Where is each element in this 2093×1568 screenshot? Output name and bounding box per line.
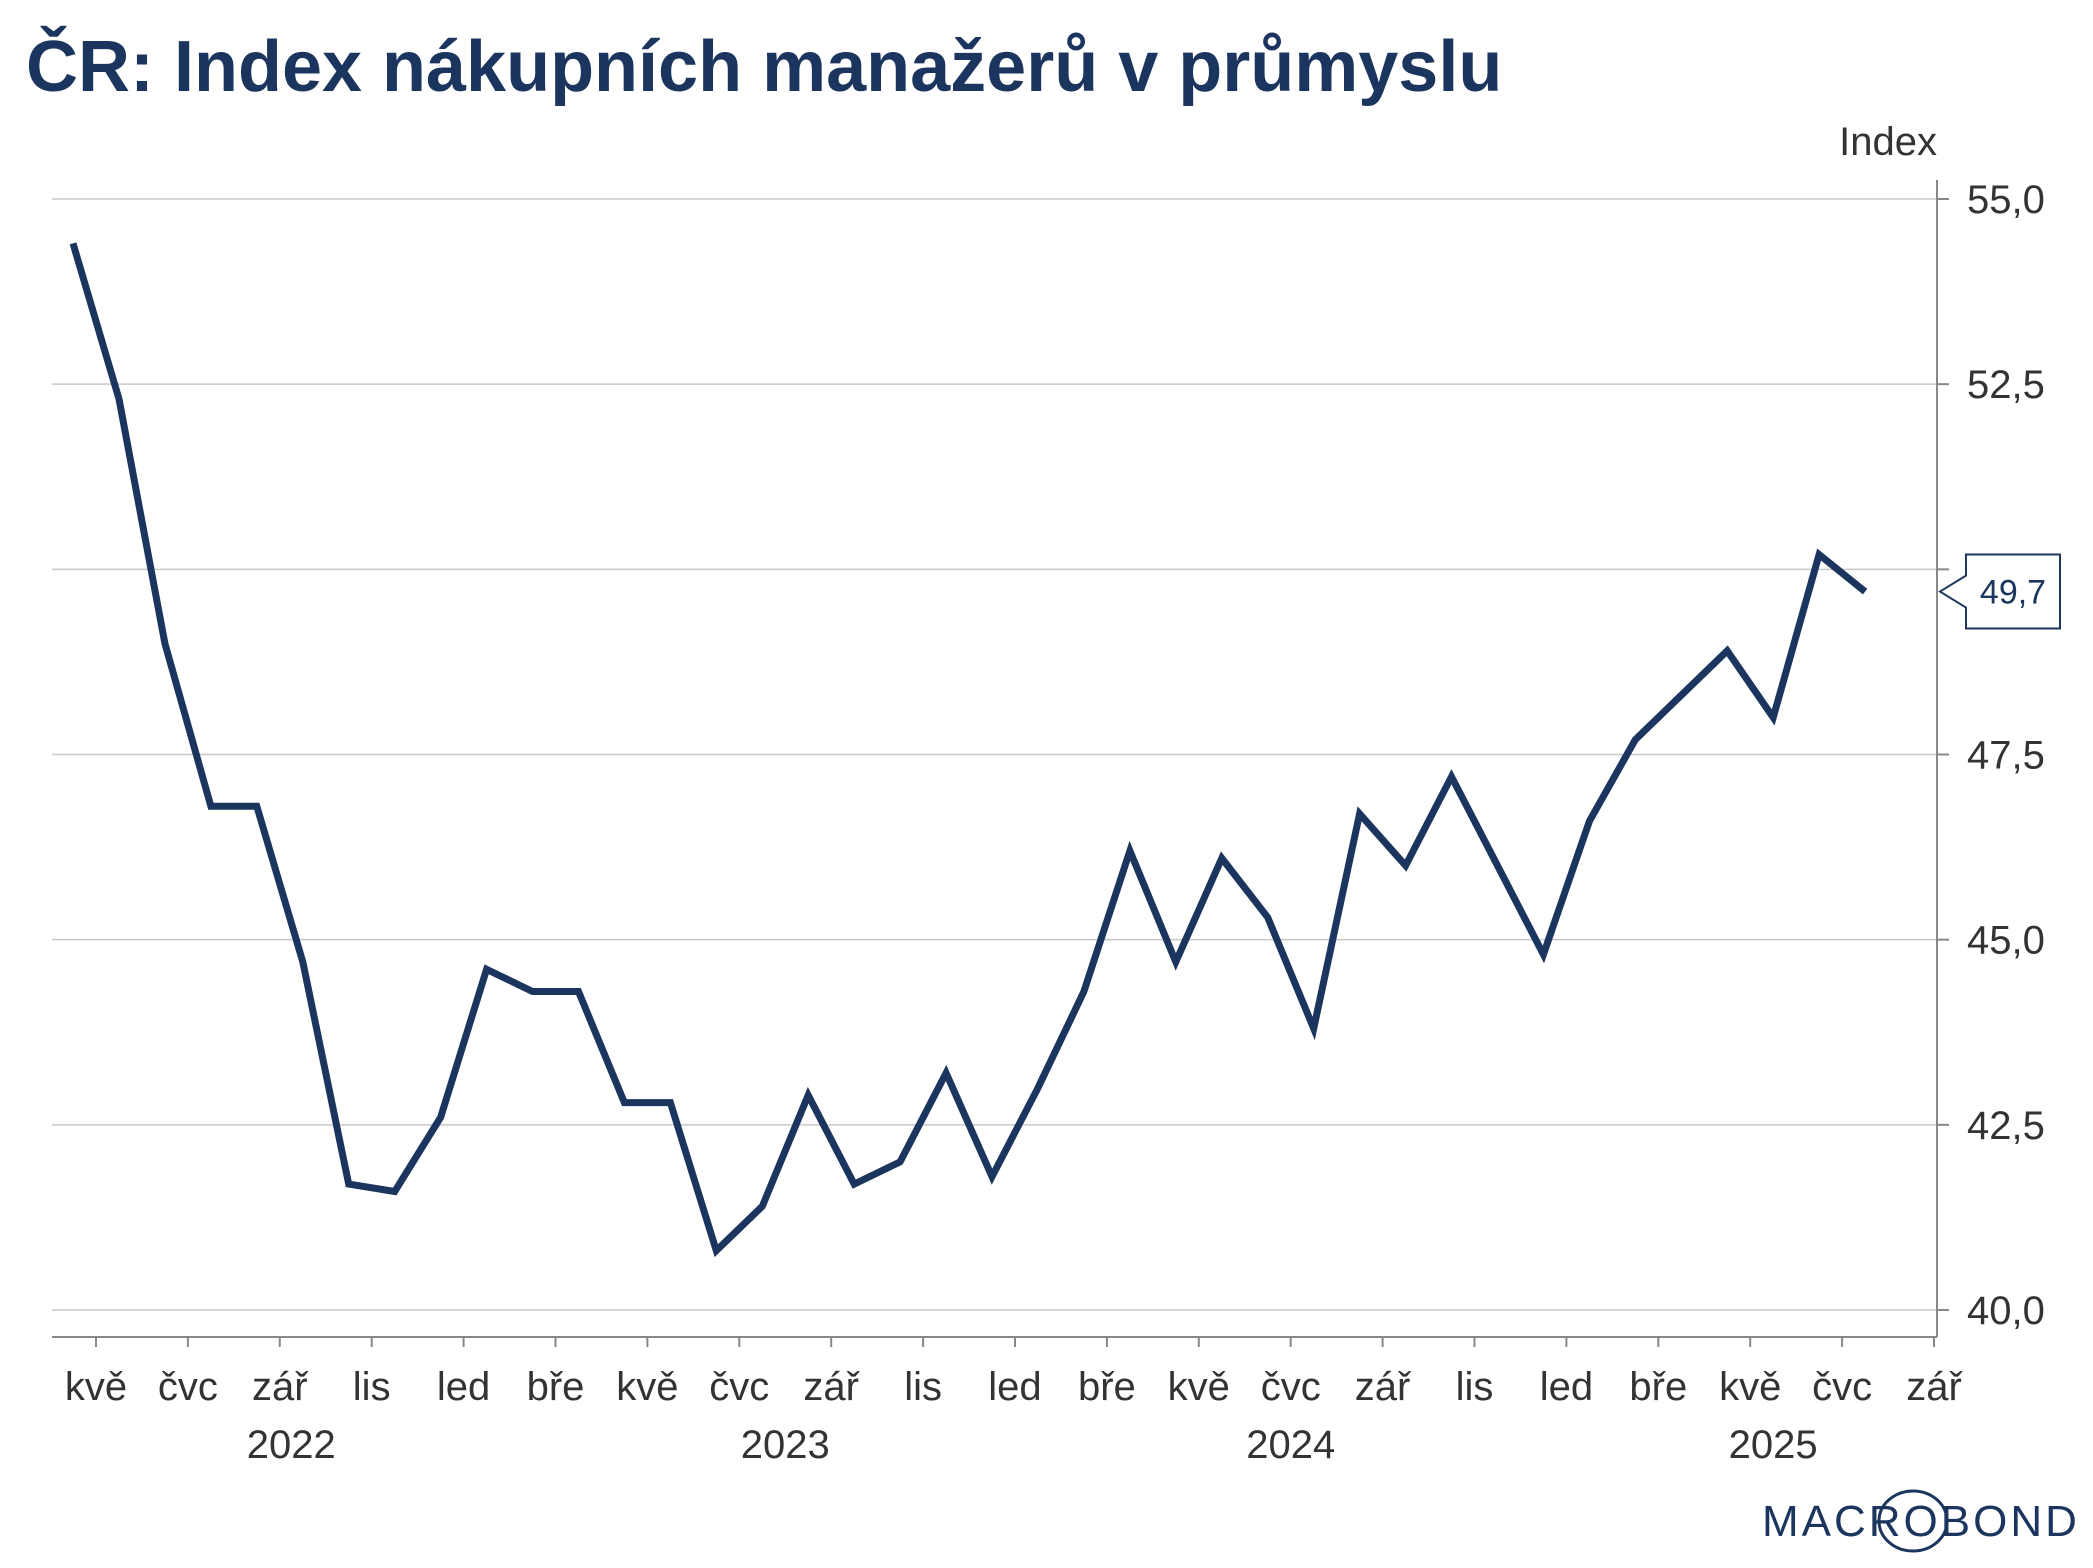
y-tick-label: 42,5 (1967, 1104, 2045, 1148)
x-tick-label: zář (252, 1365, 309, 1409)
x-tick-label: bře (527, 1365, 585, 1409)
x-tick-label: čvc (1261, 1365, 1321, 1409)
x-tick-label: led (1540, 1365, 1593, 1409)
x-tick-label: kvě (1719, 1365, 1781, 1409)
last-value-label: 49,7 (1980, 574, 2046, 612)
y-tick-label: 47,5 (1967, 734, 2045, 778)
year-label: 2022 (247, 1423, 336, 1467)
chart-title: ČR: Index nákupních manažerů v průmyslu (26, 27, 1503, 107)
x-tick-label: led (988, 1365, 1041, 1409)
x-tick-label: bře (1629, 1365, 1687, 1409)
x-tick-label: kvě (616, 1365, 678, 1409)
y-axis-label: Index (1839, 120, 1937, 164)
labels-layer: 55,052,550,047,545,042,540,0Indexkvěčvcz… (65, 120, 2061, 1467)
x-tick-label: kvě (65, 1365, 127, 1409)
x-tick-label: čvc (1812, 1365, 1872, 1409)
year-label: 2024 (1246, 1423, 1335, 1467)
series-line (69, 242, 1868, 1258)
series-layer (69, 242, 1868, 1258)
x-tick-label: kvě (1168, 1365, 1230, 1409)
x-tick-label: zář (1355, 1365, 1412, 1409)
gridlines (52, 198, 1937, 1311)
x-tick-label: čvc (158, 1365, 218, 1409)
last-value-callout (1938, 553, 2061, 630)
axes (52, 180, 1949, 1347)
x-tick-label: zář (1906, 1365, 1963, 1409)
year-label: 2025 (1729, 1423, 1818, 1467)
x-tick-label: bře (1078, 1365, 1136, 1409)
y-tick-label: 52,5 (1967, 363, 2045, 407)
x-tick-label: lis (904, 1365, 942, 1409)
y-tick-label: 55,0 (1967, 178, 2045, 222)
y-tick-label: 40,0 (1967, 1289, 2045, 1333)
macrobond-logo: MACROBOND (1762, 1489, 2080, 1553)
y-tick-label: 45,0 (1967, 919, 2045, 963)
x-tick-label: lis (1456, 1365, 1494, 1409)
logo-ring (1877, 1489, 1949, 1553)
x-tick-label: čvc (709, 1365, 769, 1409)
x-tick-label: zář (803, 1365, 860, 1409)
logo-text: MACROBOND (1762, 1497, 2080, 1546)
x-tick-label: lis (353, 1365, 391, 1409)
x-tick-label: led (437, 1365, 490, 1409)
year-label: 2023 (741, 1423, 830, 1467)
